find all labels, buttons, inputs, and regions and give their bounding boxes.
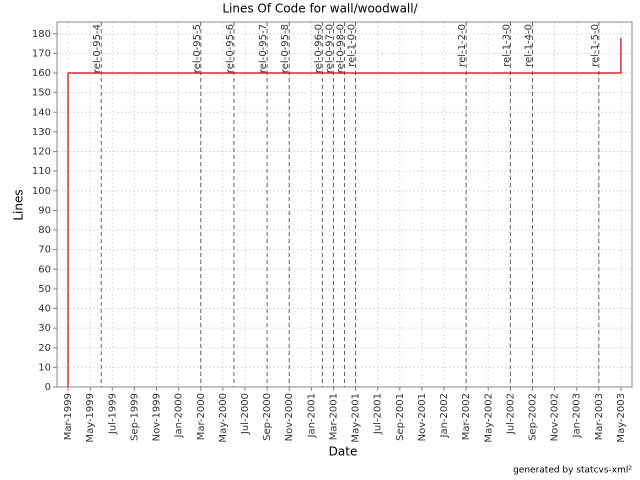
release-label: rel-1-4-0 [523, 24, 534, 67]
x-tick-label: Jul-1999 [107, 393, 118, 435]
x-tick-label: Jan-2001 [306, 393, 317, 438]
release-label: rel-0-97-0 [324, 24, 335, 73]
y-tick-label: 120 [32, 147, 51, 158]
release-label: rel-0-95-8 [280, 24, 291, 73]
data-line [67, 37, 622, 387]
y-tick-label: 90 [38, 205, 51, 216]
y-tick-label: 80 [38, 225, 51, 236]
x-tick-label: Mar-2000 [196, 393, 207, 440]
y-tick-label: 180 [32, 29, 51, 40]
y-tick-label: 170 [32, 48, 51, 59]
y-tick-label: 70 [38, 245, 51, 256]
y-tick-label: 160 [32, 68, 51, 79]
x-tick-label: Jan-2002 [439, 393, 450, 438]
x-axis-title: Date [329, 445, 358, 459]
y-tick-label: 60 [38, 264, 51, 275]
y-tick-label: 130 [32, 127, 51, 138]
x-tick-label: Jul-2002 [505, 393, 516, 435]
x-tick-label: May-1999 [85, 393, 96, 443]
x-tick-label: Mar-2003 [594, 393, 605, 440]
x-tick-label: Sep-1999 [129, 393, 140, 441]
y-tick-label: 10 [38, 362, 51, 373]
x-tick-label: Nov-2001 [417, 393, 428, 441]
x-tick-label: Mar-1999 [63, 393, 74, 440]
x-tick-label: May-2002 [483, 393, 494, 443]
y-tick-label: 150 [32, 88, 51, 99]
release-label: rel-0-98-0 [336, 24, 347, 73]
release-label: rel-0-95-5 [192, 24, 203, 73]
release-label: rel-0-95-7 [258, 24, 269, 73]
x-tick-label: Jan-2003 [572, 393, 583, 438]
y-tick-label: 140 [32, 107, 51, 118]
x-tick-label: Sep-2001 [395, 393, 406, 441]
release-label: rel-1-0-0 [347, 24, 358, 67]
x-tick-label: Jul-2000 [240, 393, 251, 435]
release-label: rel-0-96-0 [313, 24, 324, 73]
y-tick-label: 50 [38, 284, 51, 295]
x-tick-label: May-2001 [351, 393, 362, 443]
x-tick-label: Mar-2002 [461, 393, 472, 440]
release-label: rel-0-95-6 [225, 24, 236, 73]
y-tick-label: 30 [38, 323, 51, 334]
y-tick-label: 110 [32, 166, 51, 177]
x-tick-label: Nov-2002 [550, 393, 561, 441]
y-tick-label: 20 [38, 343, 51, 354]
release-label: rel-0-95-4 [92, 24, 103, 73]
x-tick-label: Sep-2000 [262, 393, 273, 441]
x-tick-label: Nov-2000 [284, 393, 295, 441]
x-tick-label: Jul-2001 [373, 393, 384, 435]
release-label: rel-1-2-0 [457, 24, 468, 67]
x-tick-label: May-2000 [218, 393, 229, 443]
y-axis-title: Lines [12, 189, 26, 220]
release-label: rel-1-3-0 [501, 24, 512, 67]
chart-title: Lines Of Code for wall/woodwall/ [222, 2, 418, 16]
x-tick-label: Jan-2000 [174, 393, 185, 438]
x-tick-label: Sep-2002 [527, 393, 538, 441]
x-tick-label: May-2003 [616, 393, 627, 443]
y-tick-label: 40 [38, 304, 51, 315]
footer: generated by statcvs-xml² [513, 466, 632, 476]
x-tick-label: Mar-2001 [328, 393, 339, 440]
release-label: rel-1-5-0 [590, 24, 601, 67]
y-tick-label: 0 [45, 382, 51, 393]
x-tick-label: Nov-1999 [152, 393, 163, 441]
y-tick-label: 100 [32, 186, 51, 197]
